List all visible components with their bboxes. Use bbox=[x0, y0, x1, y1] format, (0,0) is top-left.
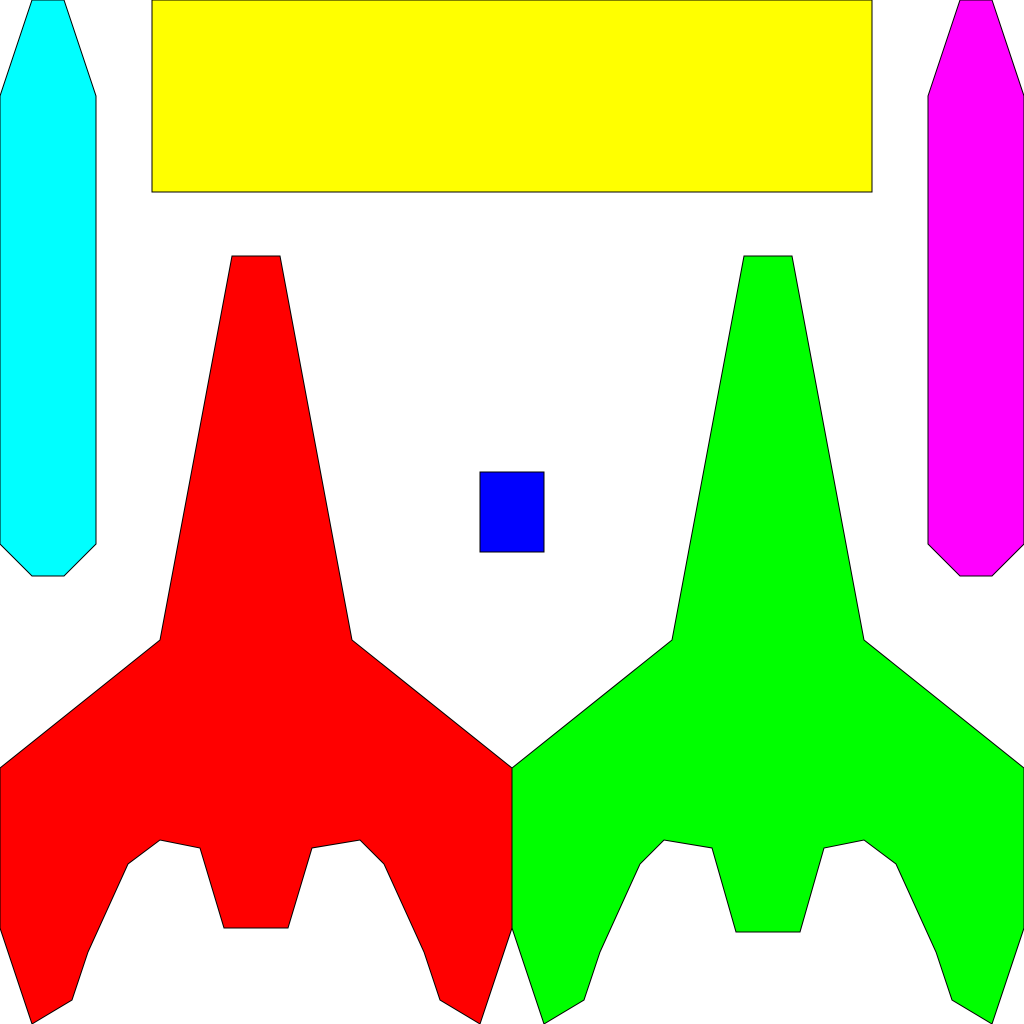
cyan-missile-sprite bbox=[0, 0, 97, 577]
blue-bullet-sprite bbox=[479, 471, 545, 553]
yellow-bar-sprite bbox=[151, 0, 873, 193]
magenta-missile-sprite bbox=[927, 0, 1024, 577]
green-ship-sprite bbox=[511, 255, 1024, 1024]
